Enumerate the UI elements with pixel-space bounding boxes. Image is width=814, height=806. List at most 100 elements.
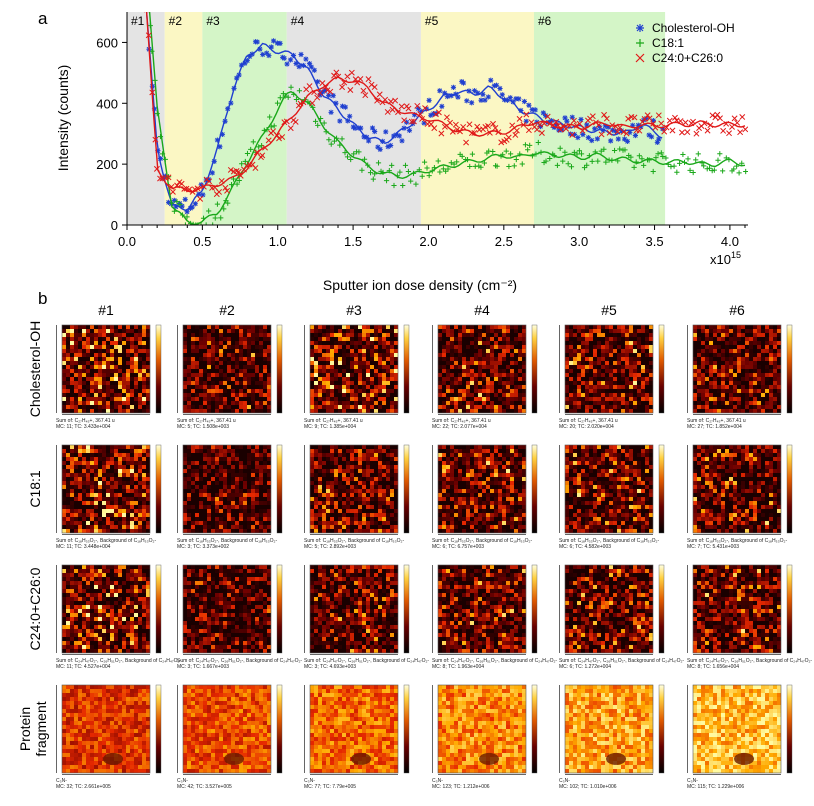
data-point <box>439 103 445 109</box>
row-label: Proteinfragment <box>17 701 49 756</box>
data-point <box>554 162 561 168</box>
data-point <box>507 95 513 101</box>
data-point <box>661 128 668 135</box>
dark-spot <box>224 752 245 765</box>
ion-image-tile: Sum of: C₁₈H₃₃O₂-, Background of C₁₈H₃₃O… <box>559 444 665 550</box>
data-point <box>508 151 514 157</box>
data-point <box>430 111 437 117</box>
data-point <box>631 114 638 121</box>
colorbar <box>155 324 162 414</box>
data-point <box>287 57 294 63</box>
region-label: #3 <box>206 14 220 28</box>
dark-spot <box>351 752 372 765</box>
x-axis-title: Sputter ion dose density (cm⁻²) <box>323 277 517 293</box>
ion-image-tile: C₃N-MC: 32; TC: 2.661e+005 <box>56 684 162 790</box>
data-point <box>646 132 652 138</box>
data-point <box>684 129 691 136</box>
data-point <box>658 120 665 127</box>
data-point <box>422 105 429 112</box>
series-c24-0-c26-0 <box>143 12 748 202</box>
colorbar <box>155 564 162 654</box>
y-tick-label: 0 <box>111 218 118 233</box>
data-point <box>406 127 413 133</box>
data-point <box>569 131 576 138</box>
data-point <box>471 88 478 94</box>
image-caption: Sum of: C₂₇H₄₅+, 367.41 u <box>687 418 746 424</box>
data-point <box>217 144 223 150</box>
data-point <box>632 132 639 139</box>
data-point <box>548 118 555 124</box>
data-point <box>737 129 744 136</box>
data-point <box>405 105 412 112</box>
data-point <box>648 134 655 140</box>
data-point <box>214 137 220 143</box>
image-caption: MC: 7; TC: 5.431e+003 <box>687 544 739 550</box>
data-point <box>478 97 484 103</box>
data-point <box>606 129 613 136</box>
data-point <box>437 88 443 94</box>
data-point <box>421 120 427 126</box>
data-point <box>628 154 634 160</box>
data-point <box>589 158 595 164</box>
data-point <box>602 123 608 129</box>
data-point <box>575 134 581 141</box>
data-point <box>717 151 723 157</box>
data-point <box>203 176 210 183</box>
data-point <box>464 98 470 104</box>
image-caption: Sum of: C₂₄H₄₇O₂-, C₂₆H₅₁O₂-, Background… <box>56 658 181 664</box>
data-point <box>529 107 535 113</box>
image-caption: MC: 11; TC: 4.527e+004 <box>56 664 111 670</box>
data-point <box>372 128 378 135</box>
data-point <box>620 129 627 135</box>
ion-image-tile: Sum of: C₂₇H₄₅+, 367.41 uMC: 22; TC: 2.0… <box>432 324 538 430</box>
data-point <box>277 95 283 101</box>
data-point <box>720 127 727 134</box>
data-point <box>206 178 213 185</box>
fit-line <box>148 12 746 225</box>
data-point <box>293 60 299 67</box>
ion-image-tile: Sum of: C₁₈H₃₃O₂-, Background of C₁₈H₃₃O… <box>56 444 162 550</box>
data-point <box>426 97 432 103</box>
data-point <box>330 92 336 99</box>
data-point <box>256 144 262 150</box>
image-caption: Sum of: C₁₈H₃₃O₂-, Background of C₁₈H₃₃O… <box>687 538 787 544</box>
data-point <box>277 40 283 46</box>
image-caption: MC: 11; TC: 3.448e+004 <box>56 544 111 550</box>
ion-image-tile: Sum of: C₁₈H₃₃O₂-, Background of C₁₈H₃₃O… <box>432 444 538 550</box>
data-point <box>638 124 644 130</box>
data-point <box>414 102 421 109</box>
data-point <box>562 115 568 121</box>
colorbar <box>276 684 283 774</box>
data-point <box>347 113 353 119</box>
data-point <box>589 137 595 144</box>
panel-a-label: a <box>38 9 48 28</box>
x-tick-label: 0.0 <box>118 234 136 249</box>
ion-image-tile: Sum of: C₂₇H₄₅+, 367.41 uMC: 20; TC: 2.0… <box>559 324 665 430</box>
data-point <box>344 154 351 160</box>
data-point <box>519 161 525 167</box>
data-point <box>614 128 621 135</box>
data-point <box>228 100 234 106</box>
data-point <box>491 83 497 89</box>
data-point <box>206 177 212 183</box>
data-point <box>605 124 611 130</box>
data-point <box>450 84 457 90</box>
image-caption: MC: 27; TC: 1.852e+004 <box>687 424 742 430</box>
data-point <box>690 169 696 176</box>
data-point <box>371 84 378 91</box>
ion-image-tile: Sum of: C₁₈H₃₃O₂-, Background of C₁₈H₃₃O… <box>177 444 283 550</box>
data-point <box>271 123 277 129</box>
legend-label: C18:1 <box>652 36 684 50</box>
data-point <box>509 122 516 129</box>
data-point <box>327 88 334 95</box>
data-point <box>184 209 190 215</box>
data-point <box>596 124 603 130</box>
data-point <box>717 115 723 122</box>
data-point <box>490 148 496 155</box>
data-point <box>234 181 240 187</box>
data-point <box>212 215 218 221</box>
data-point <box>242 60 248 66</box>
data-point <box>589 113 596 120</box>
ion-image-tile: Sum of: C₂₇H₄₅+, 367.41 uMC: 5; TC: 1.50… <box>177 324 283 430</box>
region-label: #5 <box>425 14 439 28</box>
